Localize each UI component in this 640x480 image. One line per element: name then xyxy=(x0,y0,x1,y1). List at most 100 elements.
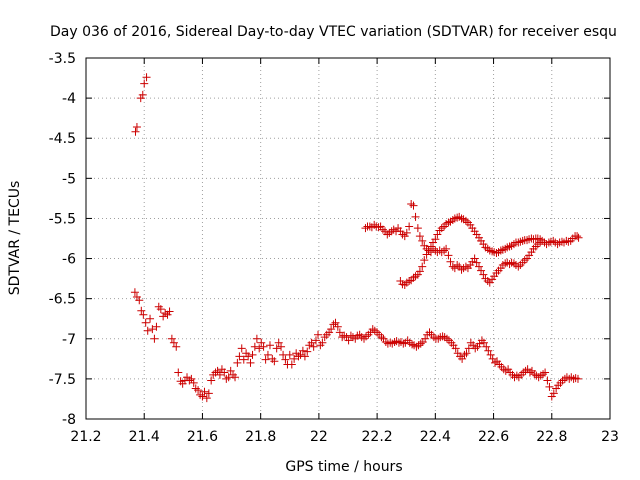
data-point xyxy=(226,366,235,375)
data-point xyxy=(159,312,168,321)
data-point xyxy=(139,310,148,319)
data-point xyxy=(374,223,383,232)
data-point xyxy=(325,328,334,337)
data-point xyxy=(189,378,198,387)
data-point xyxy=(231,373,240,382)
x-tick-label: 21.4 xyxy=(129,429,160,445)
data-point xyxy=(259,342,268,351)
data-point xyxy=(402,228,411,237)
data-point xyxy=(553,240,562,249)
data-point xyxy=(496,246,505,255)
data-point xyxy=(421,334,430,343)
data-point xyxy=(451,344,460,353)
series-upper-flat-then-rising xyxy=(361,200,583,287)
data-point xyxy=(479,270,488,279)
data-point xyxy=(277,342,286,351)
data-point xyxy=(396,227,405,236)
data-point xyxy=(458,354,467,363)
data-point xyxy=(453,213,462,222)
data-point xyxy=(167,334,176,343)
data-point xyxy=(148,325,157,334)
data-point xyxy=(400,232,409,241)
data-point xyxy=(207,376,216,385)
data-point xyxy=(409,201,418,210)
data-point xyxy=(444,251,453,260)
data-point xyxy=(152,322,161,331)
data-point xyxy=(415,232,424,241)
series-early-upper xyxy=(131,73,151,136)
data-point xyxy=(165,307,174,316)
data-point xyxy=(329,320,338,329)
y-tick-label: -6 xyxy=(62,252,76,268)
data-point xyxy=(418,262,427,271)
data-point xyxy=(530,370,539,379)
data-point xyxy=(549,236,558,245)
y-axis-ticks: -3.5 -4 -4.5 -5 -5.5 -6 -6.5 -7 -7.5 -8 xyxy=(49,51,610,428)
data-point xyxy=(252,334,261,343)
data-point xyxy=(314,330,323,339)
data-point xyxy=(405,222,414,231)
y-tick-label: -4.5 xyxy=(49,131,76,147)
y-tick-label: -5 xyxy=(62,171,76,187)
data-point xyxy=(174,368,183,377)
data-point xyxy=(473,342,482,351)
data-point xyxy=(488,247,497,256)
data-point xyxy=(412,342,421,351)
data-point xyxy=(150,334,159,343)
y-tick-label: -7.5 xyxy=(49,372,76,388)
data-point xyxy=(185,376,194,385)
data-point xyxy=(135,296,144,305)
data-point xyxy=(418,236,427,245)
data-point xyxy=(370,220,379,229)
data-point xyxy=(525,368,534,377)
data-point xyxy=(411,212,420,221)
data-point xyxy=(466,260,475,269)
data-point xyxy=(440,246,449,255)
data-point xyxy=(505,260,514,269)
data-point xyxy=(509,259,518,268)
data-point xyxy=(378,225,387,234)
data-point xyxy=(248,350,257,359)
data-point xyxy=(300,352,309,361)
data-point xyxy=(523,254,532,263)
data-point xyxy=(416,339,425,348)
data-point xyxy=(483,244,492,253)
data-point xyxy=(250,342,259,351)
data-point xyxy=(318,338,327,347)
x-tick-label: 23 xyxy=(601,429,619,445)
data-point xyxy=(491,358,500,367)
data-point xyxy=(140,79,149,88)
data-point xyxy=(420,256,429,265)
data-point xyxy=(215,370,224,379)
data-point xyxy=(486,350,495,359)
data-point xyxy=(462,349,471,358)
data-point xyxy=(137,306,146,315)
data-point xyxy=(255,344,264,353)
data-point xyxy=(547,392,556,401)
data-point xyxy=(335,328,344,337)
data-point xyxy=(309,342,318,351)
data-point xyxy=(413,224,422,233)
data-point xyxy=(257,338,266,347)
data-point xyxy=(543,376,552,385)
data-point xyxy=(422,250,431,259)
data-point xyxy=(281,355,290,364)
data-point xyxy=(504,365,513,374)
data-point xyxy=(444,218,453,227)
x-tick-label: 22.2 xyxy=(362,429,393,445)
data-point xyxy=(433,230,442,239)
data-point xyxy=(505,242,514,251)
data-point xyxy=(461,262,470,271)
data-point xyxy=(399,339,408,348)
data-point xyxy=(472,258,481,267)
data-point xyxy=(333,322,342,331)
data-point xyxy=(470,227,479,236)
data-point xyxy=(274,338,283,347)
data-point xyxy=(211,368,220,377)
data-point xyxy=(146,314,155,323)
data-point xyxy=(413,270,422,279)
data-point xyxy=(265,341,274,350)
series-upper-hump xyxy=(396,212,545,290)
data-point xyxy=(484,346,493,355)
data-point xyxy=(539,370,548,379)
